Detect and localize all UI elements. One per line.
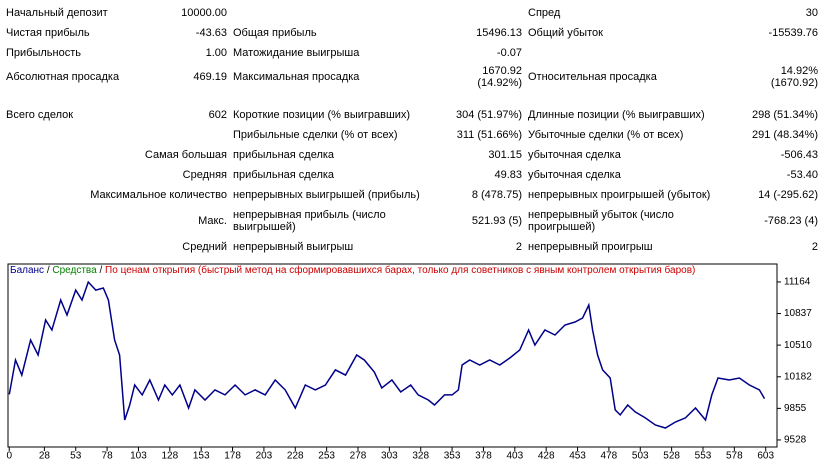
label-cell: Относительная просадка [528,71,657,83]
value-cell: -0.07 [496,47,522,59]
y-tick-label: 10510 [784,340,812,351]
value-cell: 15496.13 [476,27,522,39]
value-cell: Средний [182,241,227,253]
label-cell: Всего сделок [6,109,74,121]
value-cell: Самая большая [144,149,227,161]
x-tick-label: 353 [444,451,461,462]
label-cell: Начальный депозит [6,7,108,19]
value-cell: 30 [805,7,818,19]
y-tick-label: 9855 [784,403,807,414]
y-tick-label: 9528 [784,435,807,446]
label-cell: прибыльная сделка [233,149,335,161]
x-tick-label: 0 [6,451,12,462]
label-cell: Общая прибыль [233,27,317,39]
x-tick-label: 603 [757,451,774,462]
y-tick-label: 10837 [784,308,812,319]
x-tick-label: 278 [350,451,367,462]
x-tick-label: 428 [538,451,555,462]
report-table: Начальный депозит 10000.00 Спред 30 Чистая п… [6,7,818,253]
plot-frame [7,263,778,448]
value-cell: -768.23 (4) [764,215,818,227]
label-cell: Общий убыток [528,27,603,39]
x-tick-label: 253 [318,451,335,462]
value-cell: 301.15 [488,149,522,161]
x-tick-label: 453 [569,451,586,462]
legend-item: По ценам открытия (быстрый метод на сфор… [105,264,695,276]
x-tick-label: 328 [412,451,429,462]
value-cell: 521.93 (5) [471,215,522,227]
value-cell: 291 (48.34%) [751,129,818,141]
x-tick-label: 228 [287,451,304,462]
x-tick-label: 53 [70,451,82,462]
x-tick-label: 403 [506,451,523,462]
label-cell: непрерывная прибыль (число выигрышей) [233,209,386,233]
legend-item: Средства [52,265,97,276]
label-cell: Спред [528,7,561,19]
value-cell: Средняя [182,169,227,181]
value-cell: 49.83 [494,169,522,181]
balance-line [8,280,766,429]
value-cell: 8 (478.75) [471,189,522,201]
label-cell: непрерывных выигрышей (прибыль) [233,189,420,201]
label-cell: прибыльная сделка [233,169,335,181]
x-tick-label: 378 [475,451,492,462]
x-tick-label: 103 [130,451,147,462]
x-tick-label: 528 [663,451,680,462]
value-cell: 311 (51.66%) [456,129,522,141]
value-cell: 1.00 [205,47,227,59]
x-tick-label: 503 [632,451,649,462]
label-cell: убыточная сделка [528,149,621,161]
x-tick-label: 578 [726,451,743,462]
value-cell: 469.19 [193,71,227,83]
label-cell: непрерывных проигрышей (убыток) [528,189,711,201]
value-cell: -53.40 [786,169,818,181]
value-cell: -506.43 [780,149,818,161]
x-tick-label: 203 [256,451,273,462]
value-cell: 14 (-295.62) [758,189,818,201]
y-tick-label: 11164 [784,277,811,288]
value-cell: Макс. [198,215,227,227]
label-cell: непрерывный проигрыш [528,241,653,253]
label-cell: Длинные позиции (% выигравших) [528,109,705,121]
value-cell: 10000.00 [181,7,227,19]
x-tick-label: 78 [102,451,114,462]
x-tick-label: 303 [381,451,398,462]
label-cell: Короткие позиции (% выигравших) [233,109,411,121]
label-cell: Прибыльность [6,47,81,59]
label-cell: Абсолютная просадка [6,71,120,83]
legend-item: Баланс [10,265,44,276]
x-tick-label: 28 [39,451,51,462]
value-cell: -43.63 [195,27,227,39]
value-cell: -15539.76 [768,27,818,39]
value-cell: 2 [811,241,818,253]
legend-item: / [97,265,105,276]
label-cell: Матожидание выигрыша [233,47,360,59]
label-cell: убыточная сделка [528,169,621,181]
label-cell: Прибыльные сделки (% от всех) [233,129,398,141]
x-tick-label: 553 [695,451,712,462]
label-cell: Максимальная просадка [233,71,360,83]
value-cell: 1670.92 (14.92%) [477,65,522,89]
x-tick-label: 478 [601,451,618,462]
value-cell: 602 [208,109,227,121]
x-tick-label: 153 [193,451,210,462]
value-cell: 14.92% (1670.92) [770,65,818,89]
value-cell: Максимальное количество [90,189,227,201]
value-cell: 304 (51.97%) [455,109,522,121]
legend-item: / [44,265,52,276]
label-cell: Чистая прибыль [6,27,90,39]
label-cell: Убыточные сделки (% от всех) [528,129,684,141]
x-tick-label: 128 [161,451,178,462]
legend: Баланс / Средства / По ценам открытия (б… [10,264,695,276]
y-tick-label: 10182 [784,371,812,382]
x-tick-label: 178 [224,451,241,462]
label-cell: непрерывный выигрыш [233,241,354,253]
value-cell: 2 [515,241,522,253]
label-cell: непрерывный убыток (число проигрышей) [528,209,674,233]
value-cell: 298 (51.34%) [751,109,818,121]
